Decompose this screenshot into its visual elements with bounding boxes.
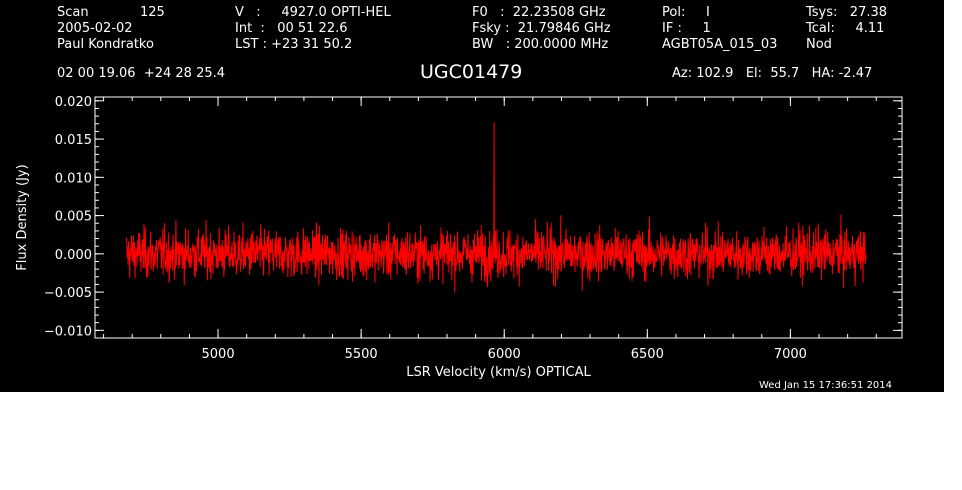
x-tick-label: 7000 — [774, 347, 807, 362]
scan-label: Scan — [57, 5, 89, 20]
source-coordinates: 02 00 19.06 +24 28 25.4 — [57, 66, 226, 81]
spectrum-line — [125, 122, 867, 293]
project-id: AGBT05A_015_03 — [662, 37, 778, 52]
y-tick-label: −0.005 — [44, 286, 92, 301]
observation-date: 2005-02-02 — [57, 21, 133, 36]
rest-frequency: F0 : 22.23508 GHz — [472, 5, 606, 20]
scan-number: 125 — [140, 5, 165, 20]
tcal-readout: Tcal: 4.11 — [806, 21, 885, 36]
y-tick-label: 0.000 — [55, 248, 92, 263]
x-tick-label: 6000 — [488, 347, 521, 362]
x-axis-label: LSR Velocity (km/s) OPTICAL — [406, 365, 591, 380]
x-tick-labels: 5000 5500 6000 6500 7000 — [202, 347, 807, 362]
plot-panel: Scan 125 2005-02-02 Paul Kondratko V : 4… — [0, 0, 944, 392]
axis-ticks — [95, 97, 902, 339]
bandwidth: BW : 200.0000 MHz — [472, 37, 609, 52]
sky-frequency: Fsky : 21.79846 GHz — [472, 21, 611, 36]
az-el-ha-readout: Az: 102.9 El: 55.7 HA: -2.47 — [672, 66, 873, 81]
y-tick-label: 0.005 — [55, 210, 92, 225]
tsys-readout: Tsys: 27.38 — [806, 5, 888, 20]
source-name: UGC01479 — [420, 61, 523, 83]
velocity-readout: V : 4927.0 OPTI-HEL — [235, 5, 391, 20]
polarization: Pol: I — [662, 5, 710, 20]
integration-readout: Int : 00 51 22.6 — [235, 21, 348, 36]
y-tick-labels: −0.010 −0.005 0.000 0.005 0.010 0.015 0.020 — [44, 95, 92, 340]
procedure: Nod — [806, 37, 832, 52]
x-tick-label: 5000 — [202, 347, 235, 362]
lst-readout: LST : +23 31 50.2 — [235, 37, 353, 52]
render-timestamp: Wed Jan 15 17:36:51 2014 — [759, 380, 893, 391]
y-tick-label: 0.020 — [55, 95, 92, 110]
y-tick-label: −0.010 — [44, 324, 92, 339]
y-axis-label: Flux Density (Jy) — [15, 164, 30, 270]
if-number: IF : 1 — [662, 21, 711, 36]
y-tick-label: 0.015 — [55, 133, 92, 148]
y-tick-label: 0.010 — [55, 171, 92, 186]
plot-frame — [94, 96, 903, 339]
observer-name: Paul Kondratko — [57, 37, 154, 52]
x-tick-label: 6500 — [631, 347, 664, 362]
spectrum-chart: −0.010 −0.005 0.000 0.005 0.010 0.015 0.020 50… — [15, 95, 903, 380]
x-tick-label: 5500 — [345, 347, 378, 362]
